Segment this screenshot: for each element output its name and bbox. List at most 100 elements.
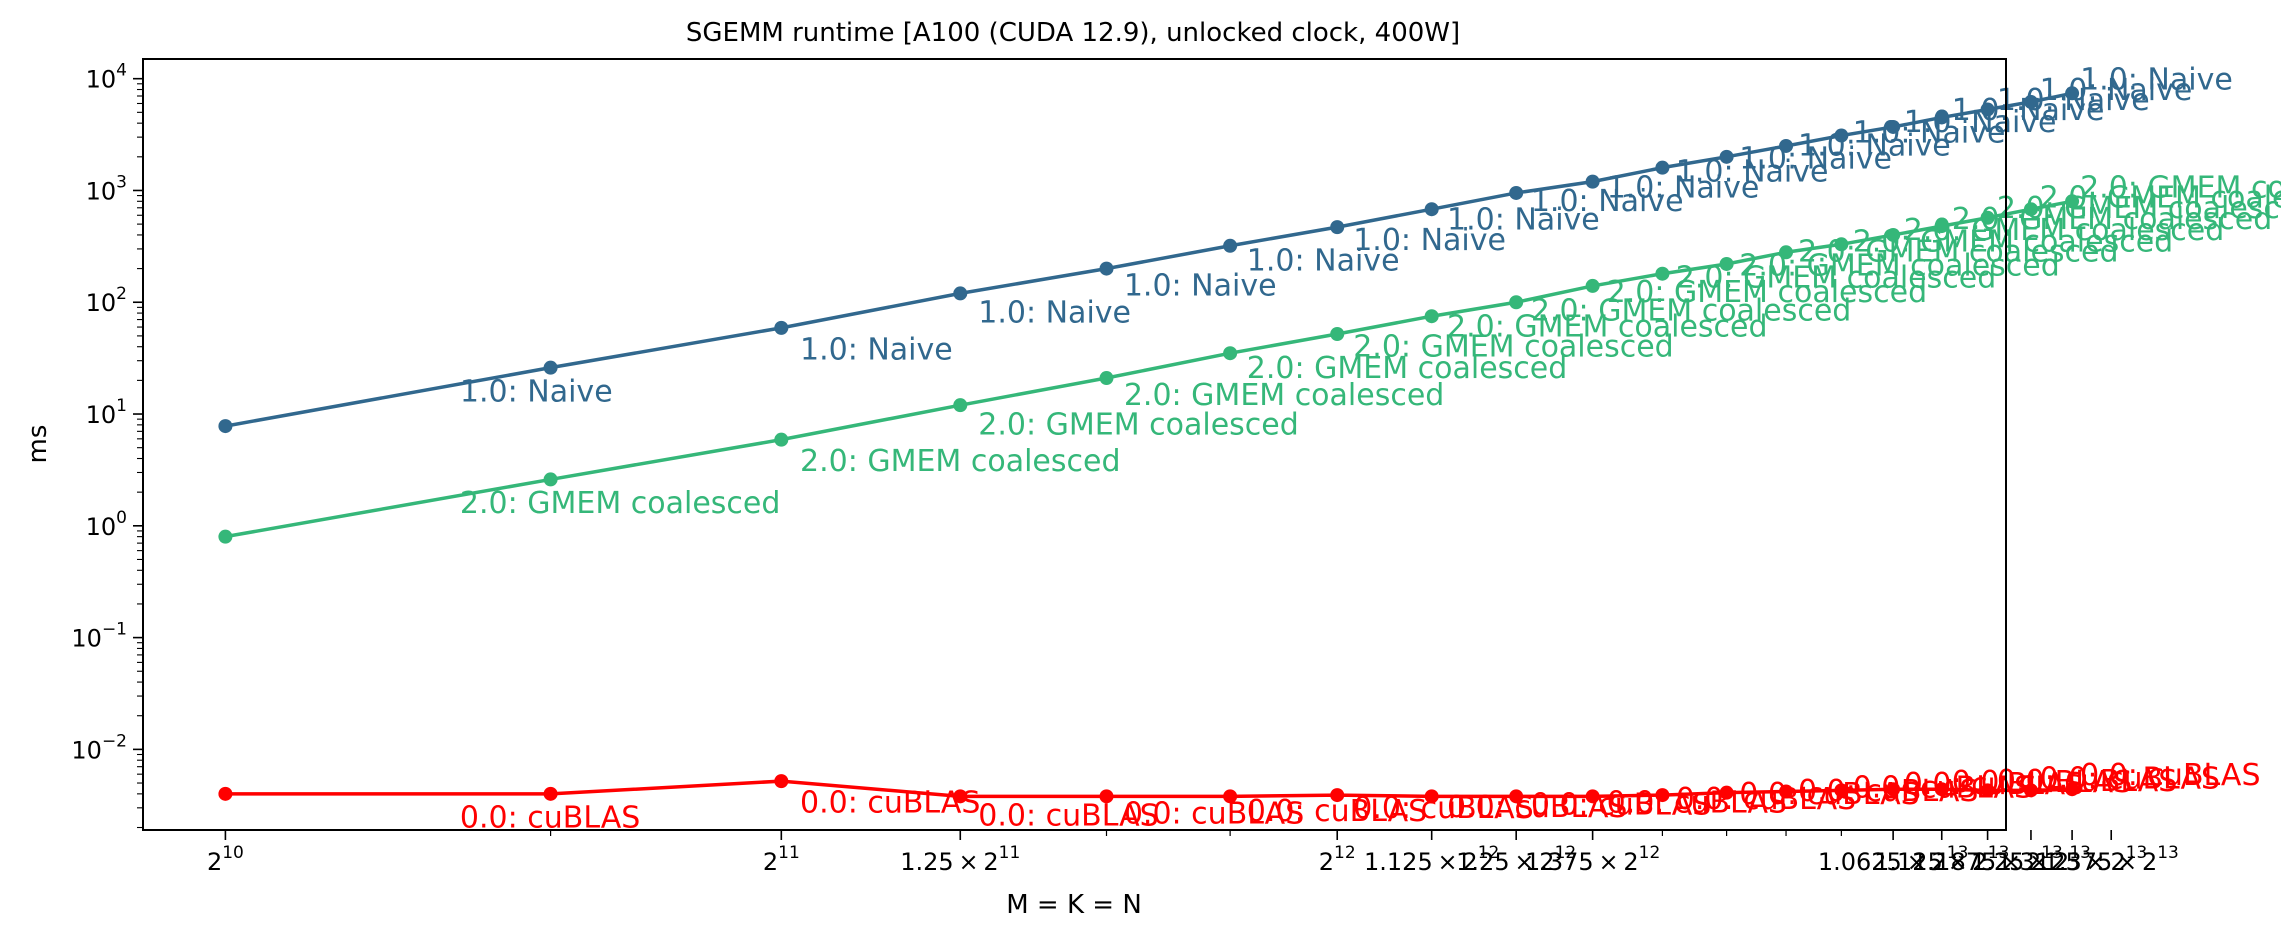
- data-label: 0.0: cuBLAS: [1447, 790, 1627, 825]
- data-label: 2.0: GMEM coalesced: [978, 408, 1299, 443]
- data-point: [774, 320, 789, 335]
- data-label: 1.0: Naive: [1447, 203, 1600, 238]
- data-label: 0.0: cuBLAS: [1952, 765, 2132, 800]
- x-tick-label: 212: [1319, 843, 1356, 876]
- y-tick-label: 104: [86, 61, 127, 94]
- data-label: 2.0: GMEM coalesced: [1247, 351, 1568, 386]
- data-point: [1980, 210, 1995, 225]
- data-label: 0.0: cuBLAS: [978, 799, 1158, 834]
- chart-title: SGEMM runtime [A100 (CUDA 12.9), unlocke…: [686, 18, 1460, 48]
- data-point: [953, 398, 968, 413]
- data-label: 2.0: GMEM coalesced: [1124, 378, 1445, 413]
- x-tick-label: 1.25 × 213: [1971, 843, 2091, 876]
- data-label: 0.0: cuBLAS: [1904, 767, 2084, 802]
- data-point: [1834, 783, 1849, 798]
- x-tick-label: 1.375 × 212: [1525, 843, 1660, 876]
- data-label: 1.0: Naive: [1904, 105, 2057, 140]
- data-label: 1.0: Naive: [1124, 269, 1277, 304]
- data-label: 0.0: cuBLAS: [1124, 796, 1304, 831]
- data-point: [543, 472, 558, 487]
- data-point: [1980, 783, 1995, 798]
- data-point: [1330, 326, 1345, 341]
- data-point: [1719, 149, 1734, 164]
- data-label: 1.0: Naive: [978, 296, 1131, 331]
- y-tick-label: 102: [86, 284, 127, 317]
- data-point: [1509, 185, 1524, 200]
- data-label: 1.0: Naive: [1798, 128, 1951, 163]
- data-point: [1585, 278, 1600, 293]
- data-label: 0.0: cuBLAS: [1531, 788, 1711, 823]
- data-point: [1585, 174, 1600, 189]
- data-label: 1.0: Naive: [1739, 141, 1892, 176]
- x-tick-label: 1.125 × 213: [1874, 843, 2009, 876]
- y-tick-label: 10−1: [71, 620, 127, 653]
- data-point: [1719, 256, 1734, 271]
- data-label: 1.0: Naive: [2040, 73, 2193, 108]
- data-label: 2.0: GMEM coalesced: [2040, 180, 2281, 215]
- data-point: [2023, 202, 2038, 217]
- data-label: 0.0: cuBLAS: [1853, 770, 2033, 805]
- data-point: [1223, 789, 1238, 804]
- x-tick-label: 210: [207, 843, 244, 876]
- data-point: [1779, 784, 1794, 799]
- data-label: 1.0: Naive: [1353, 223, 1506, 258]
- data-point: [543, 786, 558, 801]
- data-point: [1330, 220, 1345, 235]
- data-label: 1.0: Naive: [1952, 93, 2105, 128]
- y-tick-label: 103: [86, 172, 127, 205]
- x-tick-label: 1.25 × 211: [900, 843, 1020, 876]
- data-label: 1.0: Naive: [460, 374, 613, 409]
- data-label: 0.0: cuBLAS: [1997, 764, 2177, 799]
- data-point: [1934, 219, 1949, 234]
- data-label: 2.0: GMEM coalesced: [1353, 330, 1674, 365]
- data-point: [1779, 138, 1794, 153]
- data-point: [1934, 110, 1949, 125]
- data-point: [1886, 227, 1901, 242]
- data-point: [1719, 785, 1734, 800]
- data-point: [1886, 119, 1901, 134]
- x-axis-label: M = K = N: [1006, 890, 1142, 920]
- data-label: 2.0: GMEM coalesced: [460, 486, 781, 521]
- data-point: [218, 419, 233, 434]
- data-point: [2023, 783, 2038, 798]
- data-point: [1934, 782, 1949, 797]
- data-label: 2.0: GMEM coalesced: [1904, 213, 2225, 248]
- data-label: 2.0: GMEM coalesced: [1853, 224, 2174, 259]
- data-label: 0.0: cuBLAS: [800, 786, 980, 821]
- data-label: 0.0: cuBLAS: [1676, 782, 1856, 817]
- data-label: 2.0: GMEM coalesced: [1997, 191, 2281, 226]
- data-point: [1099, 261, 1114, 276]
- y-axis-ticks: 10−2 10−1 100 101 102 103 104: [71, 61, 143, 829]
- data-label: 2.0: GMEM coalesced: [800, 444, 1121, 479]
- data-label: 0.0: cuBLAS: [1739, 777, 1919, 812]
- data-point: [1509, 789, 1524, 804]
- x-tick-label: 1.3125 × 213: [1997, 843, 2148, 876]
- y-tick-label: 100: [86, 508, 127, 541]
- data-point: [774, 774, 789, 789]
- data-label: 0.0: cuBLAS: [1247, 794, 1427, 829]
- data-point: [1509, 295, 1524, 310]
- data-point: [1223, 346, 1238, 361]
- data-point: [543, 360, 558, 375]
- data-label: 1.0: Naive: [1853, 116, 2006, 151]
- data-label: 0.0: cuBLAS: [1798, 774, 1978, 809]
- x-tick-label: 211: [763, 843, 800, 876]
- x-tick-label: 1.0625 × 213: [1818, 843, 1969, 876]
- y-axis-label: ms: [23, 425, 53, 464]
- x-tick-label: 1.1875 × 213: [1912, 843, 2063, 876]
- data-label: 1.0: Naive: [1531, 184, 1684, 219]
- data-point: [1424, 202, 1439, 217]
- data-point: [2023, 94, 2038, 109]
- data-point: [1655, 788, 1670, 803]
- data-label: 2.0: GMEM coalesced: [1447, 310, 1768, 345]
- data-point: [953, 789, 968, 804]
- y-tick-label: 101: [86, 396, 127, 429]
- data-label: 0.0: cuBLAS: [1607, 785, 1787, 820]
- x-tick-label: 1.25 × 212: [1456, 843, 1576, 876]
- data-point: [1886, 782, 1901, 797]
- data-label: 1.0: Naive: [2080, 62, 2233, 97]
